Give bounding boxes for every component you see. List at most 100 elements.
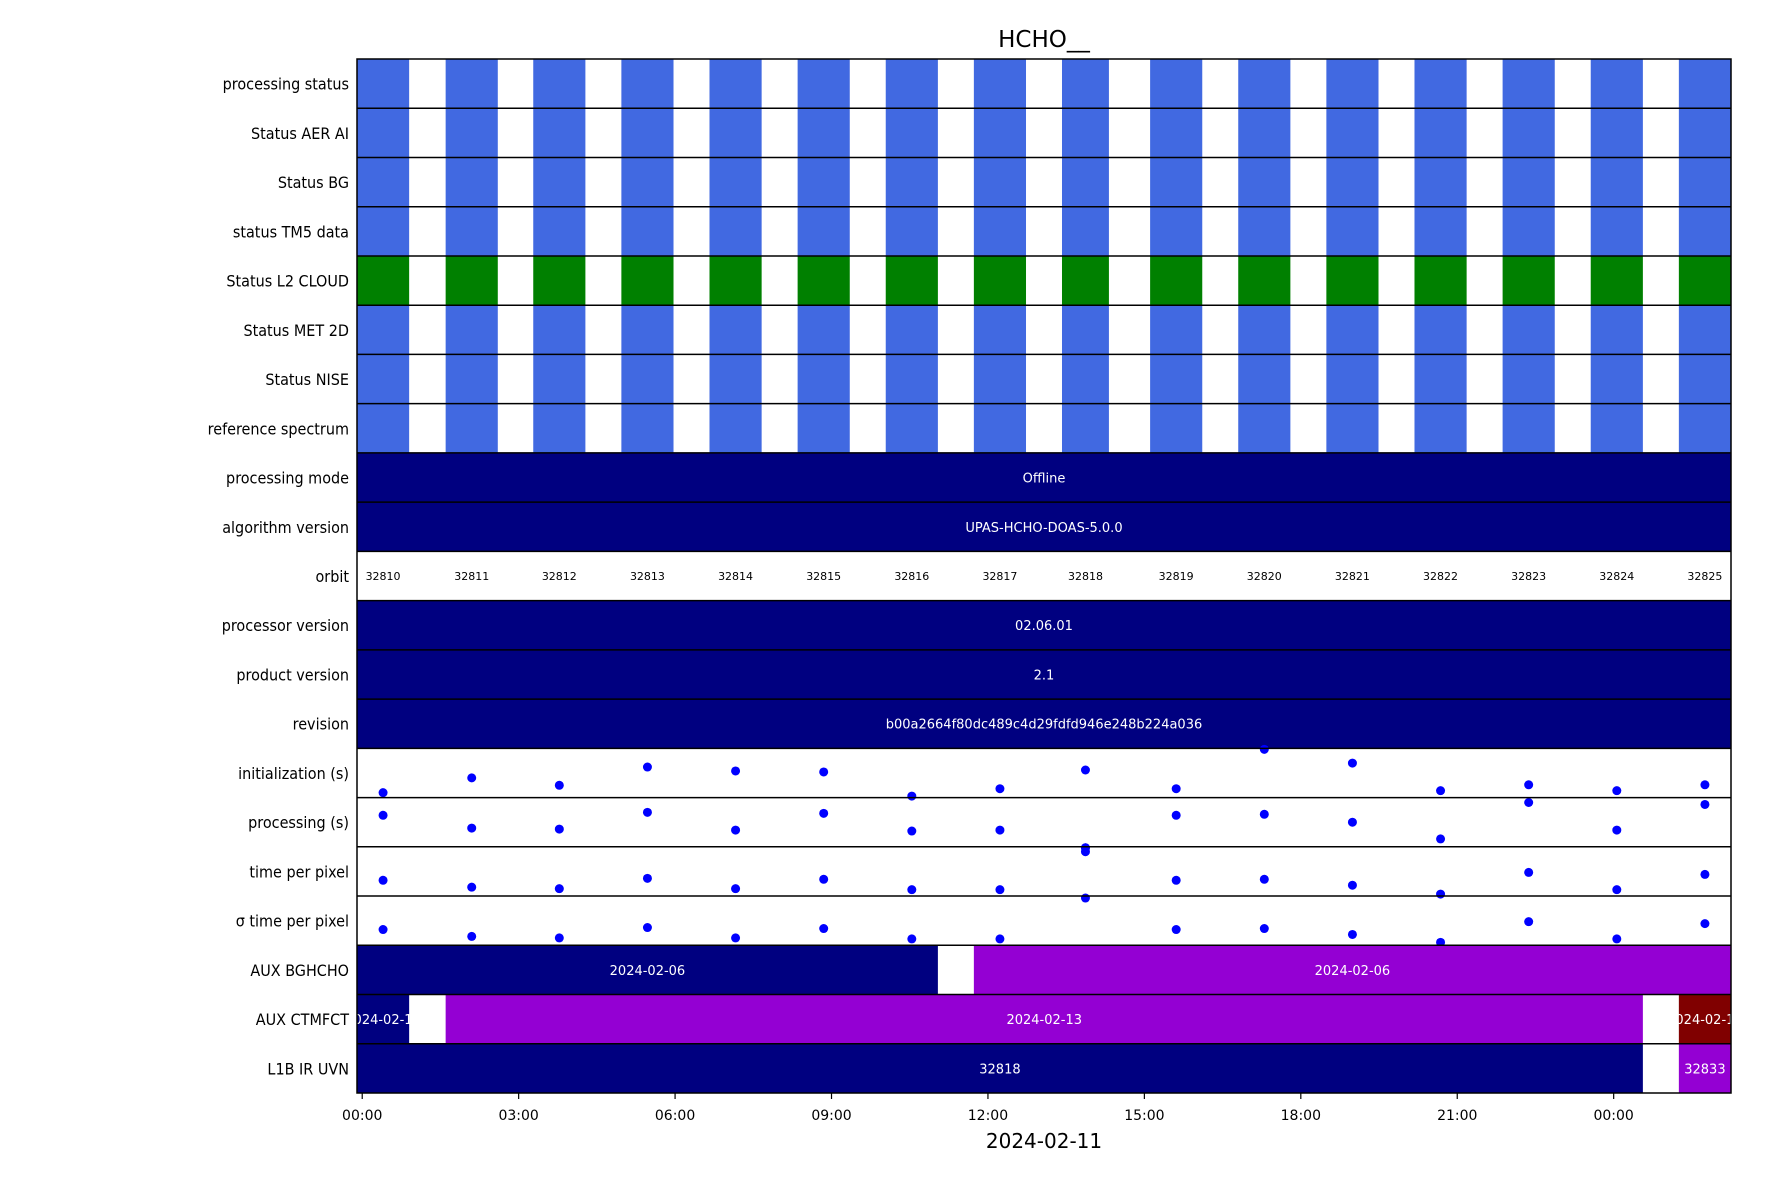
row-time-per-pixel	[378, 843, 1710, 899]
row-label-initialization-s: initialization (s)	[238, 764, 349, 783]
status-bar-status-met-2d-14	[1590, 305, 1643, 355]
status-bar-status-bg-8	[1061, 157, 1109, 207]
status-bar-processing-status-9	[1150, 59, 1203, 109]
status-bar-status-aer-ai-2	[533, 108, 586, 158]
status-bar-status-tm5-data-0	[357, 206, 410, 256]
status-bar-status-aer-ai-5	[797, 108, 850, 158]
status-bar-processing-status-11	[1326, 59, 1379, 109]
status-bar-status-l2-cloud-9	[1150, 255, 1203, 306]
status-bar-reference-spectrum-4	[709, 403, 762, 453]
status-bar-status-l2-cloud-7	[973, 255, 1027, 306]
data-point-sigma-time-per-pixel-2	[554, 933, 564, 943]
row-processing-s	[378, 797, 1710, 853]
status-bar-status-nise-7	[973, 354, 1027, 404]
segment-label-l1b-ir-uvn-0: 32818	[979, 1062, 1020, 1077]
segment-label-l1b-ir-uvn-1: 32833	[1684, 1062, 1725, 1077]
status-bar-status-met-2d-7	[973, 305, 1027, 355]
plot-frame	[356, 58, 1732, 1094]
x-tick-label-6: 18:00	[1281, 1108, 1321, 1124]
segment-bar-processing-mode-0	[357, 452, 1731, 503]
segment-label-aux-ctmfct-2: 2024-02-13	[1667, 1013, 1743, 1028]
data-point-initialization-s-6	[907, 791, 917, 801]
row-processing-mode: Offline	[357, 452, 1731, 503]
status-bar-status-l2-cloud-12	[1414, 255, 1467, 306]
status-bar-status-nise-10	[1238, 354, 1291, 404]
status-bar-reference-spectrum-9	[1150, 403, 1203, 453]
status-bar-status-met-2d-5	[797, 305, 850, 355]
status-bar-status-bg-7	[973, 157, 1027, 207]
orbit-number-2: 32812	[542, 570, 577, 583]
segment-label-aux-ctmfct-1: 2024-02-13	[1006, 1013, 1082, 1028]
data-point-sigma-time-per-pixel-13	[1524, 917, 1534, 927]
row-algorithm-version: UPAS-HCHO-DOAS-5.0.0	[357, 502, 1731, 552]
x-tick-label-2: 06:00	[655, 1108, 695, 1124]
status-bar-status-aer-ai-1	[445, 108, 498, 158]
data-point-processing-s-0	[378, 810, 388, 820]
data-point-sigma-time-per-pixel-5	[819, 924, 829, 934]
data-point-time-per-pixel-15	[1612, 885, 1622, 895]
x-tick-label-5: 15:00	[1124, 1108, 1164, 1124]
status-bar-status-l2-cloud-1	[445, 255, 498, 306]
status-bar-status-nise-6	[885, 354, 938, 404]
row-label-status-l2-cloud: Status L2 CLOUD	[226, 272, 349, 291]
row-reference-spectrum	[357, 403, 1731, 453]
status-bar-status-bg-13	[1502, 157, 1555, 207]
row-label-l1b-ir-uvn: L1B IR UVN	[267, 1059, 349, 1078]
data-point-time-per-pixel-5	[819, 874, 829, 884]
data-point-sigma-time-per-pixel-6	[907, 934, 917, 944]
row-status-nise	[357, 354, 1731, 404]
status-bar-status-l2-cloud-11	[1326, 255, 1379, 306]
data-point-processing-s-1	[467, 823, 477, 833]
status-bar-reference-spectrum-13	[1502, 403, 1555, 453]
status-bar-status-l2-cloud-3	[621, 255, 674, 306]
orbit-number-9: 32819	[1159, 570, 1194, 583]
status-bar-status-tm5-data-11	[1326, 206, 1379, 256]
x-tick-label-1: 03:00	[498, 1108, 538, 1124]
status-bar-status-tm5-data-1	[445, 206, 498, 256]
status-bar-status-tm5-data-15	[1678, 206, 1731, 256]
row-orbit: 32810 32811 32812 32813 32814 32815 32816 32817…	[366, 570, 1723, 583]
status-bar-processing-status-0	[357, 59, 410, 109]
status-bar-status-nise-2	[533, 354, 586, 404]
segment-bar-aux-ctmfct-1	[445, 994, 1643, 1044]
data-point-time-per-pixel-3	[642, 873, 652, 883]
data-point-sigma-time-per-pixel-0	[378, 925, 388, 935]
status-bar-reference-spectrum-8	[1061, 403, 1109, 453]
status-bar-status-bg-9	[1150, 157, 1203, 207]
status-bar-reference-spectrum-7	[973, 403, 1027, 453]
row-label-aux-bghcho: AUX BGHCHO	[250, 961, 349, 980]
segment-bar-aux-bghcho-1	[973, 945, 1731, 995]
x-tick-label-7: 21:00	[1437, 1108, 1477, 1124]
orbit-number-15: 32825	[1687, 570, 1722, 583]
status-bar-status-aer-ai-8	[1061, 108, 1109, 158]
status-bar-reference-spectrum-3	[621, 403, 674, 453]
orbit-number-5: 32815	[806, 570, 841, 583]
data-point-processing-s-15	[1700, 799, 1710, 809]
row-label-status-aer-ai: Status AER AI	[251, 124, 349, 143]
status-bar-status-bg-6	[885, 157, 938, 207]
status-bar-status-bg-10	[1238, 157, 1291, 207]
segment-label-aux-bghcho-0: 2024-02-06	[610, 964, 686, 979]
status-bar-processing-status-14	[1590, 59, 1643, 109]
status-bar-processing-status-3	[621, 59, 674, 109]
status-bar-status-nise-12	[1414, 354, 1467, 404]
data-point-initialization-s-0	[378, 788, 388, 798]
data-point-time-per-pixel-12	[1347, 880, 1357, 890]
data-point-sigma-time-per-pixel-8	[1080, 893, 1090, 903]
segment-bar-aux-bghcho-0	[357, 945, 938, 995]
data-point-processing-s-2	[554, 824, 564, 834]
data-point-initialization-s-15	[1700, 780, 1710, 790]
status-bar-status-l2-cloud-15	[1678, 255, 1731, 306]
orbit-number-0: 32810	[366, 570, 401, 583]
row-label-aux-ctmfct: AUX CTMFCT	[256, 1010, 349, 1029]
row-l1b-ir-uvn: 32818 32833	[357, 1043, 1731, 1093]
row-label-orbit: orbit	[316, 567, 350, 586]
status-bar-status-nise-15	[1678, 354, 1731, 404]
status-bar-reference-spectrum-12	[1414, 403, 1467, 453]
row-processor-version: 02.06.01	[357, 600, 1731, 650]
status-bar-status-tm5-data-4	[709, 206, 762, 256]
status-bar-status-tm5-data-14	[1590, 206, 1643, 256]
status-bar-status-aer-ai-9	[1150, 108, 1203, 158]
row-aux-bghcho: 2024-02-06 2024-02-06	[357, 945, 1731, 995]
data-point-initialization-s-14	[1612, 786, 1622, 796]
